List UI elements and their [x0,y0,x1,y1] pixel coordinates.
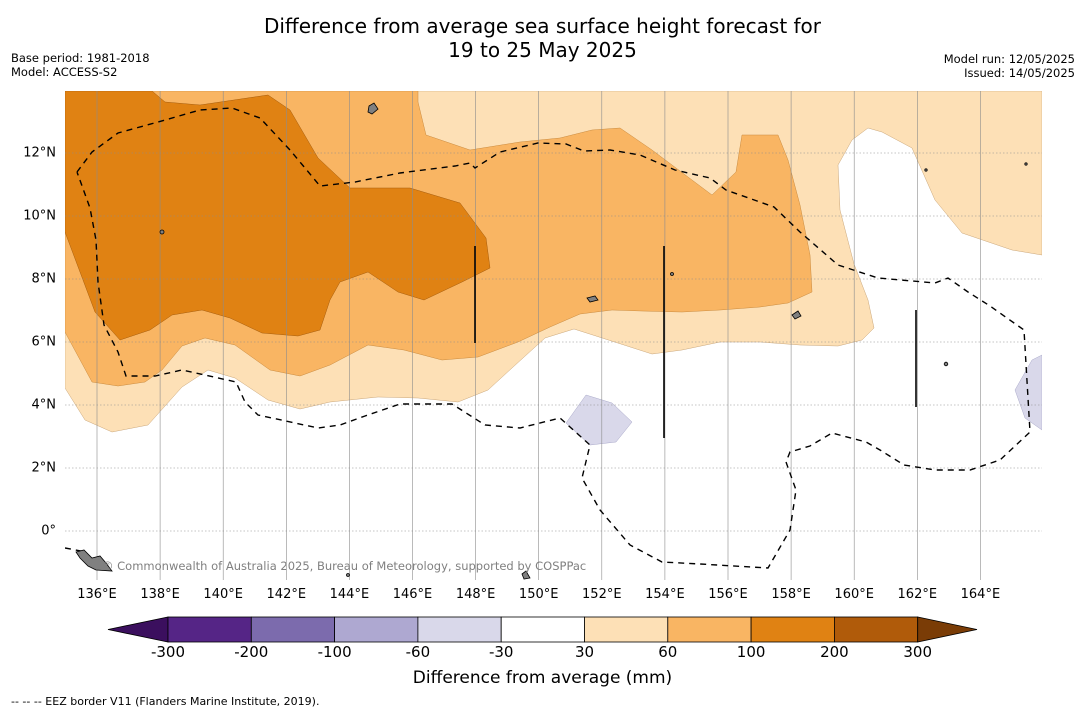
islet-2 [943,361,949,367]
title-line-1: Difference from average sea surface heig… [263,14,822,38]
island-north [367,102,379,115]
colorbar-swatch [584,616,669,643]
y-tick-label: 6°N [31,334,57,350]
colorbar-tick-label: 30 [574,643,595,661]
colorbar-tick-label: -300 [150,643,186,661]
land-features [75,102,1028,580]
y-tick-label: 12°N [23,145,56,161]
colorbar-swatch [250,616,336,643]
map-title: Difference from average sea surface heig… [0,14,1085,62]
y-tick-label: 2°N [31,460,57,476]
colorbar-swatch [167,616,252,643]
y-tick-label: 10°N [23,208,56,224]
model-run: Model run: 12/05/2025 [943,52,1075,66]
meta-left: Base period: 1981-2018 Model: ACCESS-S2 [11,51,150,79]
islet-6 [346,573,350,577]
colorbar-swatch [834,616,919,643]
colorbar-tick-label: 100 [736,643,766,661]
colorbar-swatch [334,616,419,643]
issued-date: Issued: 14/05/2025 [964,66,1075,80]
y-tick-label: 4°N [31,397,57,413]
x-tick-label: 154°E [645,587,685,602]
eez-solid-lines [474,246,917,438]
y-tick-label: 0° [41,523,56,539]
colorbar-swatch [667,616,752,643]
x-tick-label: 142°E [266,587,307,602]
colorbar-tick-label: -30 [488,643,514,661]
islet-5 [924,168,928,172]
colorbar-swatch [750,616,835,643]
title-line-2: 19 to 25 May 2025 [448,38,637,62]
x-tick-label: 160°E [834,587,874,602]
map-plot-area [65,91,1042,580]
contour-neg-30-60-a [565,394,633,446]
colorbar [107,616,978,643]
x-tick-label: 158°E [771,587,811,602]
island-south [521,570,531,580]
colorbar-swatch [417,616,502,643]
meta-right: Model run: 12/05/2025 Issued: 14/05/2025 [944,52,1075,80]
x-tick-label: 150°E [518,587,559,602]
eez-dashed-borders [65,107,1031,569]
colorbar-swatch [500,616,585,643]
islet-1 [159,229,165,235]
contour-neg-30-60-b [1014,354,1042,431]
colorbar-tick-label: -200 [234,643,269,661]
base-period: Base period: 1981-2018 [11,51,150,65]
x-tick-label: 138°E [140,587,180,602]
colorbar-extend-high [917,616,978,643]
credit-text: © Commonwealth of Australia 2025, Bureau… [102,559,587,573]
x-tick-label: 136°E [77,587,117,602]
x-tick-label: 146°E [392,587,433,602]
eez-border-southwest [65,547,87,553]
island-mid [586,295,599,303]
islet-3 [670,272,674,276]
colorbar-tick-label: 200 [820,643,849,661]
eez-border-north [76,107,1031,569]
island-east [791,310,802,320]
x-tick-label: 156°E [708,587,748,602]
x-tick-label: 152°E [582,587,622,602]
islet-4 [1024,162,1028,166]
x-tick-label: 144°E [329,587,370,602]
x-tick-label: 148°E [455,587,496,602]
colorbar-tick-label: 60 [658,643,678,661]
x-tick-label: 164°E [960,587,1001,602]
model-name: Model: ACCESS-S2 [11,65,118,79]
landmass-southwest [75,549,113,572]
colorbar-tick-label: -100 [317,643,352,661]
x-tick-label: 140°E [203,587,243,602]
eez-footnote: -- -- -- EEZ border V11 (Flanders Marine… [11,695,320,708]
colorbar-tick-label: 300 [903,643,933,661]
colorbar-extend-low [107,616,169,643]
colorbar-label: Difference from average (mm) [412,668,673,688]
colorbar-tick-label: -60 [405,643,431,661]
x-tick-label: 162°E [897,587,938,602]
y-tick-label: 8°N [31,271,57,287]
